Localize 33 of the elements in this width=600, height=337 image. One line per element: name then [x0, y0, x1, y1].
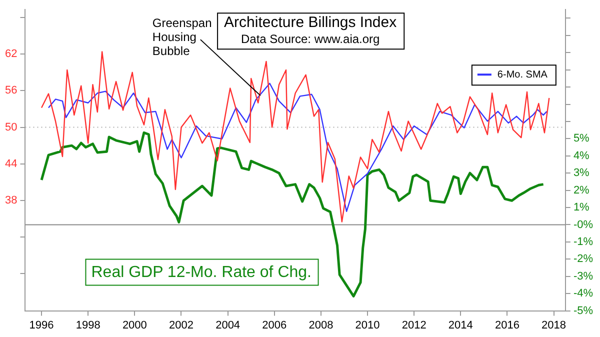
y2-tick-label: -3% — [573, 270, 594, 282]
x-tick-label: 1996 — [29, 319, 54, 332]
x-tick-label: 2008 — [308, 319, 334, 332]
y2-tick-label: 2% — [573, 184, 590, 196]
y-tick-label: 50 — [4, 121, 18, 134]
x-tick-label: 2014 — [448, 319, 473, 332]
series-label: Real GDP 12-Mo. Rate of Chg. — [91, 264, 312, 282]
y-tick-label: 62 — [4, 48, 18, 60]
x-tick-label: 2016 — [494, 319, 520, 332]
y-tick-label: 44 — [4, 158, 18, 170]
y2-tick-label: -2% — [573, 253, 594, 266]
x-tick-label: 2012 — [402, 319, 426, 332]
y2-tick-label: -4% — [573, 288, 594, 300]
x-tick-label: 2006 — [262, 319, 287, 332]
x-tick-label: 2010 — [355, 319, 380, 332]
x-tick-label: 1998 — [76, 319, 100, 332]
y2-tick-label: -0% — [573, 218, 594, 231]
x-tick-label: 2002 — [169, 319, 194, 332]
y2-tick-label: 4% — [573, 150, 590, 162]
annotation: Greenspan Housing Bubble — [152, 16, 212, 58]
y2-tick-label: -1% — [573, 236, 594, 248]
y2-tick-label: 1% — [573, 202, 590, 214]
chart-title: Architecture Billings Index — [224, 14, 398, 32]
y-tick-label: 38 — [4, 194, 18, 206]
y-tick-label: 56 — [4, 84, 18, 97]
legend-label: 6-Mo. SMA — [497, 69, 548, 80]
x-tick-label: 2004 — [216, 319, 240, 332]
y2-tick-label: 3% — [573, 167, 590, 180]
text: Data Source: www.aia.org — [240, 32, 380, 46]
y2-tick-label: -5% — [573, 304, 594, 317]
x-tick-label: 2018 — [542, 319, 566, 332]
y2-tick-label: 5% — [573, 132, 590, 145]
x-tick-label: 2000 — [122, 319, 147, 332]
